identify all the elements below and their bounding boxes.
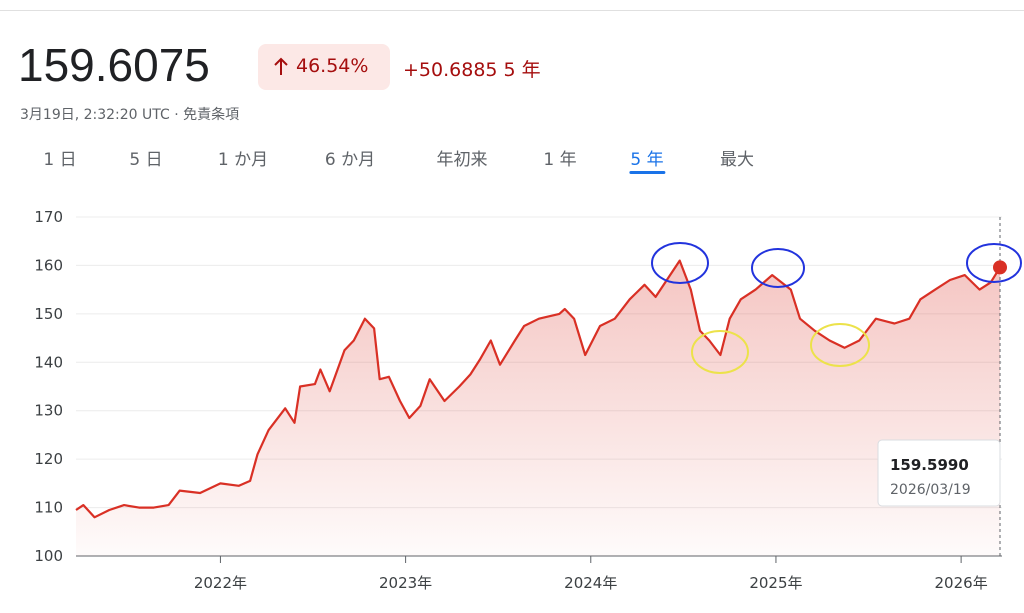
up-arrow bbox=[274, 57, 288, 75]
tooltip-date: 2026/03/19 bbox=[890, 482, 971, 498]
range-tab[interactable]: 5 年 bbox=[628, 145, 665, 174]
divider bbox=[0, 10, 1024, 11]
x-tick-label: 2022年 bbox=[194, 574, 247, 592]
x-tick-label: 2024年 bbox=[564, 574, 617, 592]
range-tab[interactable]: 最大 bbox=[720, 150, 754, 170]
active-indicator bbox=[628, 171, 665, 174]
range-tab[interactable]: 年初来 bbox=[436, 150, 488, 170]
y-tick-label: 100 bbox=[34, 547, 63, 565]
y-tick-label: 160 bbox=[34, 256, 63, 274]
y-tick-label: 170 bbox=[34, 208, 63, 226]
tooltip-box bbox=[877, 439, 1001, 507]
y-tick-label: 120 bbox=[34, 450, 63, 468]
disclaimer-link[interactable]: 免責条項 bbox=[183, 107, 240, 123]
timestamp-row: 3月19日, 2:32:20 UTC · 免責条項 bbox=[20, 107, 240, 123]
x-tick-label: 2026年 bbox=[935, 574, 988, 592]
y-tick-label: 110 bbox=[34, 499, 63, 517]
price: 159.6075 bbox=[18, 39, 210, 91]
tooltip: 159.5990 2026/03/19 bbox=[877, 439, 1001, 507]
y-tick-label: 140 bbox=[34, 353, 63, 371]
x-tick-label: 2023年 bbox=[379, 574, 432, 592]
y-tick-label: 130 bbox=[34, 402, 63, 420]
price-area bbox=[76, 260, 1000, 556]
range-tab[interactable]: 1 日 bbox=[43, 150, 77, 170]
range-tab[interactable]: 5 日 bbox=[129, 150, 163, 170]
change-value: +50.6885 5 年 bbox=[403, 55, 541, 82]
hover-dot bbox=[993, 260, 1007, 275]
change-amount: +50.6885 bbox=[403, 59, 498, 81]
y-tick-label: 150 bbox=[34, 305, 63, 323]
range-tab[interactable]: 1 年 bbox=[543, 150, 577, 170]
range-tab[interactable]: 6 か月 bbox=[324, 150, 376, 170]
x-tick-label: 2025年 bbox=[749, 574, 802, 592]
change-period: 5 年 bbox=[503, 59, 541, 81]
change-percent: 46.54% bbox=[296, 55, 369, 77]
tooltip-value: 159.5990 bbox=[890, 456, 969, 474]
timestamp: 3月19日, 2:32:20 UTC bbox=[20, 107, 170, 123]
range-tab[interactable]: 1 か月 bbox=[217, 150, 269, 170]
